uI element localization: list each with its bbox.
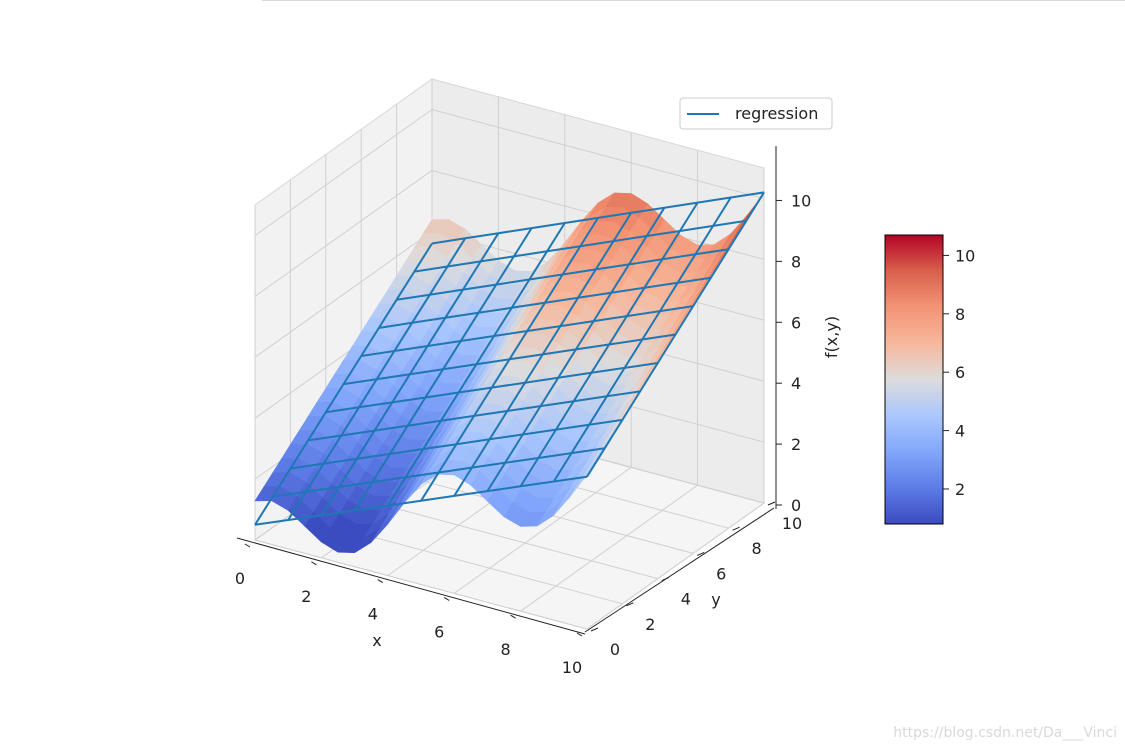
legend: regression (679, 97, 833, 130)
regression-line (519, 202, 699, 487)
x-tick-label: 0 (235, 569, 245, 588)
watermark: https://blog.csdn.net/Da___Vinci (893, 725, 1117, 741)
y-tick-label: 8 (752, 539, 762, 558)
colorbar-tick-label: 4 (955, 422, 965, 441)
y-tick-label: 10 (782, 514, 802, 533)
y-tick-label: 4 (681, 590, 691, 609)
y-tick (626, 602, 634, 607)
x-tick (377, 579, 384, 584)
y-tick-label: 6 (716, 564, 726, 583)
x-tick (244, 543, 251, 548)
x-tick-label: 6 (434, 622, 444, 641)
y-tick (590, 627, 599, 632)
x-tick-label: 4 (368, 605, 378, 624)
regression-line (486, 207, 666, 492)
colorbar-tick-label: 8 (955, 305, 965, 324)
z-tick-label: 2 (791, 435, 801, 454)
x-tick (576, 632, 583, 637)
colorbar-bar (884, 234, 944, 525)
colorbar-ticks: 2 4 6 8 10 (943, 246, 975, 499)
z-tick-label: 10 (791, 191, 811, 210)
regression-line (586, 191, 765, 478)
y-tick (661, 577, 669, 582)
grid-line-z (254, 108, 765, 236)
x-tick-label: 8 (501, 640, 511, 659)
colorbar: 2 4 6 8 10 (884, 234, 975, 525)
regression-line (552, 196, 732, 483)
x-axis-label: x (372, 631, 381, 650)
y-tick-label: 2 (645, 615, 655, 634)
z-tick-label: 8 (791, 252, 801, 271)
regression-line (414, 219, 747, 273)
regression-line (431, 191, 765, 245)
y-tick-label: 0 (610, 640, 620, 659)
y-tick (767, 501, 776, 506)
z-tick-label: 0 (791, 496, 801, 515)
regression-line (361, 305, 694, 357)
y-tick (697, 551, 705, 556)
y-tick (732, 526, 740, 531)
x-tick (510, 614, 516, 619)
x-tick-label: 10 (562, 658, 582, 677)
legend-box (679, 97, 833, 130)
z-tick-label: 4 (791, 374, 801, 393)
regression-line (378, 276, 712, 329)
z-tick-label: 6 (791, 313, 801, 332)
colorbar-tick-label: 10 (955, 246, 975, 265)
regression-line (343, 333, 676, 386)
x-tick (443, 596, 450, 601)
regression-wireframe (254, 191, 765, 526)
legend-label-regression: regression (735, 104, 818, 123)
x-axis-line (236, 537, 586, 635)
colorbar-tick-label: 6 (955, 363, 965, 382)
regression-line (396, 248, 729, 301)
y-axis-label: y (711, 590, 720, 609)
z-axis-label: f(x,y) (822, 316, 841, 358)
regression-line (453, 212, 633, 497)
colorbar-tick-label: 2 (955, 480, 965, 499)
x-tick-label: 2 (301, 587, 311, 606)
y-axis-line (584, 507, 775, 633)
x-tick (311, 561, 317, 566)
